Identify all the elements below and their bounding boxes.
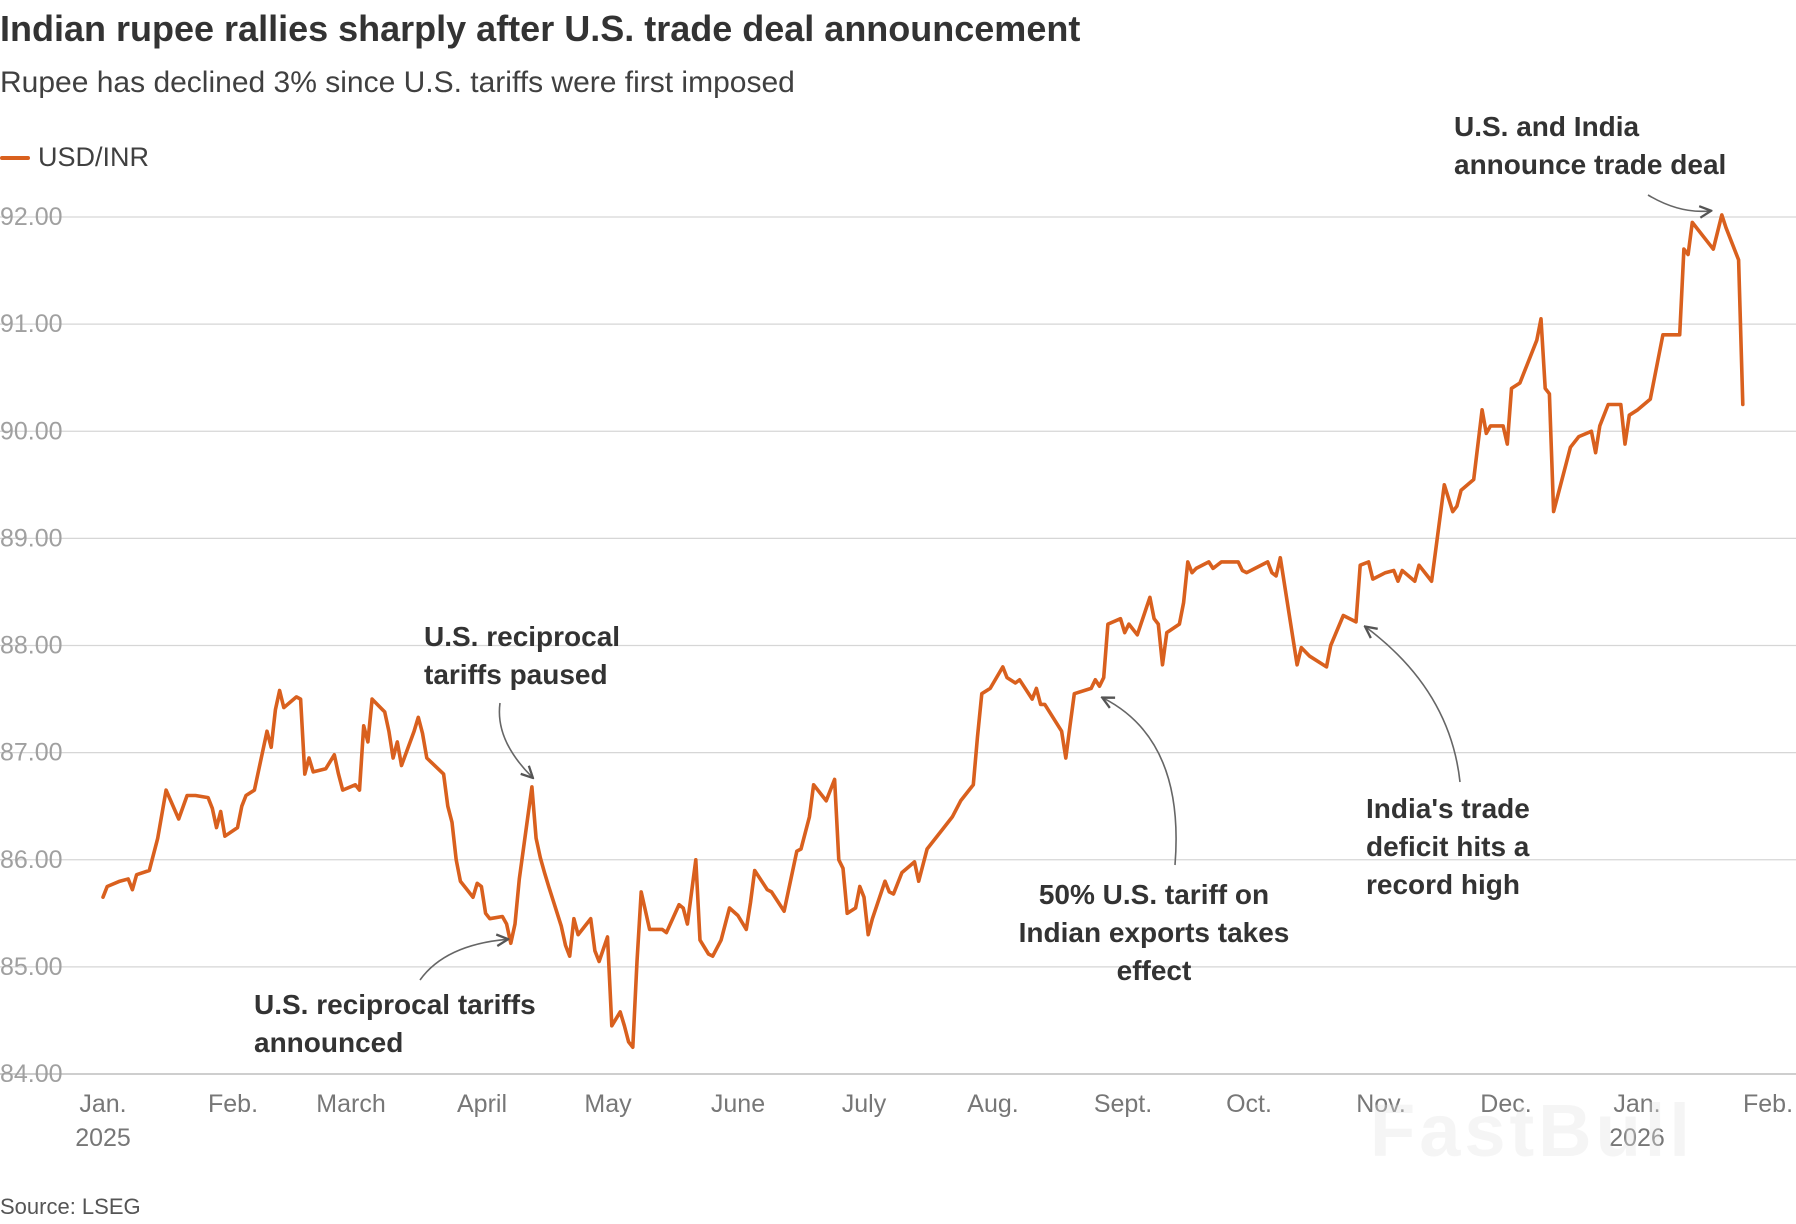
gridlines	[0, 216, 1796, 1075]
source-note: Source: LSEG	[0, 1194, 141, 1219]
chart-title: Indian rupee rallies sharply after U.S. …	[0, 8, 1081, 49]
x-tick-label: April	[457, 1090, 507, 1118]
legend-swatch	[0, 155, 30, 160]
annotation-label: India's trade deficit hits a record high	[1366, 793, 1530, 900]
annotation-label: U.S. reciprocal tariffs announced	[254, 989, 536, 1058]
x-tick-label: Jan.	[1613, 1090, 1660, 1118]
x-tick-label: Aug.	[967, 1090, 1018, 1118]
x-tick-year: 2025	[75, 1124, 131, 1152]
y-tick-label: 89.00	[0, 524, 63, 552]
chart-subtitle: Rupee has declined 3% since U.S. tariffs…	[0, 66, 795, 99]
annotation-arrow	[1104, 698, 1177, 866]
annotation-label: U.S. reciprocal tariffs paused	[424, 621, 620, 690]
series-line-usd-inr	[101, 213, 1745, 1049]
annotations: U.S. reciprocal tariffs announced U.S. rec…	[254, 111, 1726, 1058]
x-tick-label: Feb.	[208, 1090, 258, 1118]
x-tick-year: 2026	[1609, 1124, 1665, 1152]
x-tick-label: July	[842, 1090, 887, 1118]
x-tick-label: June	[711, 1090, 765, 1118]
annotation-arrow	[498, 702, 531, 777]
x-tick-label: Oct.	[1226, 1090, 1272, 1118]
legend-label: USD/INR	[38, 142, 150, 172]
y-tick-label: 85.00	[0, 953, 63, 981]
annotation-label: U.S. and India announce trade deal	[1454, 111, 1726, 180]
series-usd-inr	[101, 213, 1745, 1049]
y-tick-label: 90.00	[0, 417, 63, 445]
x-tick-label: Nov.	[1356, 1090, 1406, 1118]
y-axis-ticks: 84.00 85.00 86.00 87.00 88.00 89.00 90.00 91.00…	[0, 203, 63, 1088]
y-tick-label: 84.00	[0, 1060, 63, 1088]
annotation-arrow	[419, 939, 507, 981]
legend: USD/INR	[0, 142, 149, 173]
annotation-arrow	[1647, 194, 1710, 211]
y-tick-label: 91.00	[0, 310, 63, 338]
x-tick-label: Sept.	[1094, 1090, 1152, 1118]
x-tick-label: March	[316, 1090, 385, 1118]
y-tick-label: 88.00	[0, 632, 63, 660]
annotation-label: 50% U.S. tariff on Indian exports takes ef…	[1019, 879, 1290, 986]
x-tick-label: Jan.	[79, 1090, 126, 1118]
watermark: FastBull	[1370, 1089, 1694, 1172]
y-tick-label: 87.00	[0, 739, 63, 767]
x-axis-ticks: Jan. 2025 Feb. March April May June July Aug. Sep…	[75, 1090, 1793, 1152]
y-tick-label: 92.00	[0, 203, 63, 231]
x-tick-label: May	[584, 1090, 632, 1118]
annotation-arrow	[1366, 627, 1461, 783]
x-tick-label: Dec.	[1480, 1090, 1531, 1118]
x-tick-label: Feb.	[1743, 1090, 1793, 1118]
y-tick-label: 86.00	[0, 846, 63, 874]
